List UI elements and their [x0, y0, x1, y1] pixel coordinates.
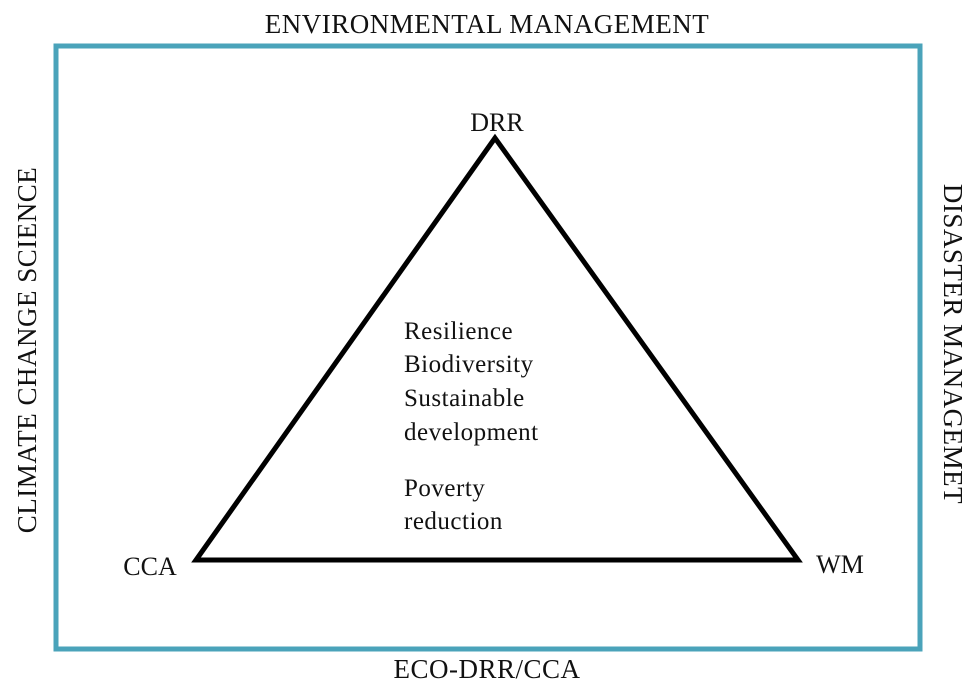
top-label: ENVIRONMENTAL MANAGEMENT — [265, 9, 710, 39]
right-label: DISASTER MANAGEMET — [938, 184, 965, 504]
left-label: CLIMATE CHANGE SCIENCE — [12, 167, 42, 534]
frame — [53, 43, 923, 652]
center-text: Sustainable — [404, 385, 525, 412]
triangle — [191, 133, 803, 563]
center-text: development — [404, 419, 539, 446]
center-text: Biodiversity — [404, 351, 534, 378]
center-text: reduction — [404, 508, 503, 535]
bottom-label: ECO-DRR/CCA — [393, 654, 580, 681]
vertex-label: CCA — [123, 552, 177, 581]
center-text: Poverty — [404, 475, 485, 502]
center-text: Resilience — [404, 318, 513, 345]
vertex-label: DRR — [470, 108, 524, 137]
vertex-label: WM — [816, 550, 864, 579]
